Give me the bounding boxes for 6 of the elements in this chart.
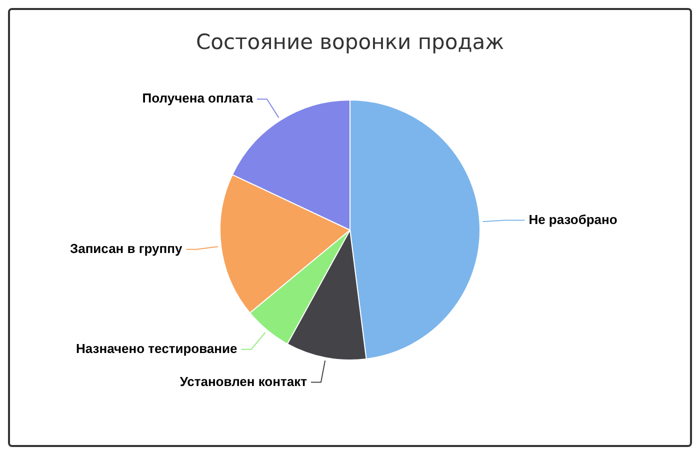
slice-label: Назначено тестирование bbox=[76, 341, 238, 356]
slice-label: Не разобрано bbox=[528, 212, 618, 227]
slice-label: Получена оплата bbox=[142, 90, 254, 106]
chart-title: Состояние воронки продаж bbox=[194, 30, 506, 54]
slice-label: Установлен контакт bbox=[180, 374, 307, 389]
slice-label: Записан в группу bbox=[70, 241, 183, 256]
